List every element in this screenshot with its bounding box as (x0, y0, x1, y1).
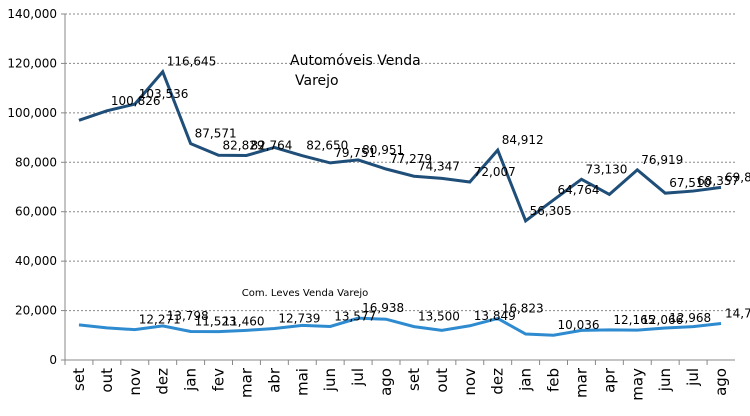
y-tick-label: 140,000 (7, 7, 57, 21)
x-tick-label: dez (489, 368, 507, 395)
x-tick-label: jul (349, 368, 367, 387)
x-tick-label: apr (600, 367, 618, 393)
x-tick-label: ago (377, 368, 395, 396)
y-tick-label: 40,000 (15, 254, 57, 268)
data-label: 87,571 (195, 127, 237, 141)
data-label: 13,849 (474, 309, 516, 323)
x-tick-label: out (98, 368, 116, 393)
y-tick-label: 80,000 (15, 155, 57, 169)
data-label: 82,829 (223, 138, 265, 152)
x-tick-label: feb (545, 368, 563, 392)
data-label: 68,357 (697, 174, 739, 188)
data-label: 11,460 (223, 315, 265, 329)
x-tick-label: jan (182, 368, 200, 392)
x-tick-label: abr (265, 367, 283, 393)
x-tick-label: jan (517, 368, 535, 392)
series-line (78, 316, 722, 337)
data-label: 12,968 (669, 311, 711, 325)
y-tick-label: 60,000 (15, 205, 57, 219)
data-label: 116,645 (167, 55, 217, 69)
x-tick-label: jun (656, 368, 674, 392)
data-label: 69,855 (725, 170, 750, 184)
data-label: 82,650 (306, 139, 348, 153)
data-label: 56,305 (530, 204, 572, 218)
data-label: 74,347 (418, 159, 460, 173)
data-label: 12,066 (641, 313, 683, 327)
x-tick-label: nov (126, 368, 144, 396)
y-tick-label: 100,000 (7, 106, 57, 120)
data-label: 13,577 (334, 309, 376, 323)
x-tick-label: set (405, 368, 423, 391)
data-label: 76,919 (641, 153, 683, 167)
data-label: 103,536 (139, 87, 189, 101)
data-label: 13,798 (167, 309, 209, 323)
x-tick-label: out (433, 368, 451, 393)
data-label: 79,751 (334, 146, 376, 160)
x-tick-label: jun (321, 368, 339, 392)
data-label: 77,279 (390, 152, 432, 166)
series-label: Automóveis Venda Varejo (290, 53, 421, 89)
x-tick-label: dez (154, 368, 172, 395)
x-tick-label: mar (237, 367, 255, 398)
data-label: 64,764 (558, 183, 600, 197)
x-tick-label: may (628, 368, 646, 401)
y-tick-label: 120,000 (7, 56, 57, 70)
x-tick-label: fev (210, 368, 228, 392)
data-label: 67,510 (669, 176, 711, 190)
data-label: 73,130 (585, 162, 627, 176)
data-label: 10,036 (558, 318, 600, 332)
data-label: 12,739 (278, 312, 320, 326)
data-label: 16,938 (362, 301, 404, 315)
data-label: 100,826 (111, 94, 161, 108)
data-label: 13,500 (418, 310, 460, 324)
data-label: 72,007 (474, 165, 516, 179)
data-label: 16,823 (502, 301, 544, 315)
series-label: Com. Leves Venda Varejo (242, 288, 369, 299)
data-label: 12,271 (139, 313, 181, 327)
x-tick-label: mar (572, 367, 590, 398)
data-label: 11,523 (195, 315, 237, 329)
x-tick-label: mai (293, 368, 311, 396)
data-label: 84,912 (502, 133, 544, 147)
y-tick-label: 20,000 (15, 304, 57, 318)
x-tick-label: nov (461, 368, 479, 396)
data-label: 80,951 (362, 143, 404, 157)
y-tick-label: 0 (49, 353, 57, 367)
x-tick-label: jul (684, 368, 702, 387)
series-line (78, 68, 722, 224)
data-label: 14,748 (725, 307, 750, 321)
data-label: 82,764 (250, 138, 292, 152)
x-tick-label: ago (712, 368, 730, 396)
x-tick-label: set (70, 368, 88, 391)
data-label: 12,165 (613, 313, 655, 327)
